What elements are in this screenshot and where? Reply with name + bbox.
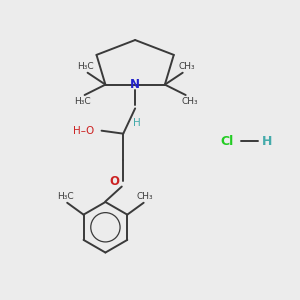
Text: H–O: H–O (73, 126, 94, 136)
Text: H: H (262, 135, 273, 148)
Text: H₃C: H₃C (74, 97, 91, 106)
Text: H₃C: H₃C (57, 192, 74, 201)
Text: Cl: Cl (221, 135, 234, 148)
Text: CH₃: CH₃ (179, 62, 196, 71)
Text: H: H (133, 118, 140, 128)
Text: CH₃: CH₃ (137, 192, 153, 201)
Text: CH₃: CH₃ (182, 97, 198, 106)
Text: H₃C: H₃C (77, 62, 94, 71)
Text: N: N (130, 78, 140, 91)
Text: O: O (109, 175, 119, 188)
